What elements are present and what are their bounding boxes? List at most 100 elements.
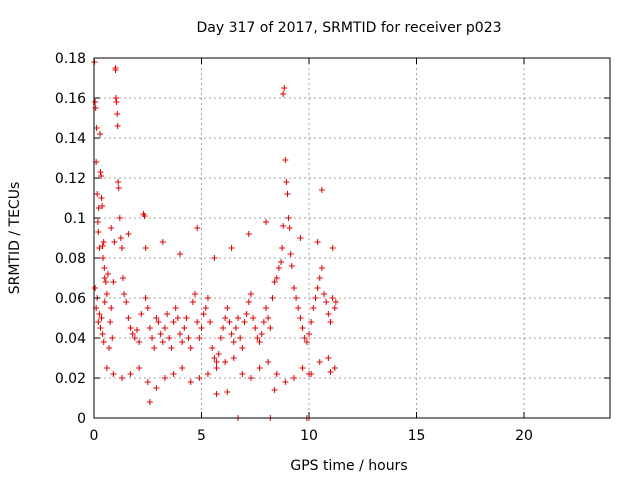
data-point <box>138 311 145 317</box>
data-point <box>265 359 272 365</box>
data-point <box>327 319 334 325</box>
data-point <box>127 325 134 331</box>
data-point <box>185 335 192 341</box>
data-point <box>222 359 229 365</box>
data-point <box>312 295 319 301</box>
data-point <box>323 299 330 305</box>
data-point <box>316 359 323 365</box>
y-tick-label: 0.1 <box>64 211 86 227</box>
y-tick-label: 0.06 <box>55 291 86 307</box>
data-point <box>252 325 259 331</box>
data-point <box>284 191 291 197</box>
data-point <box>213 391 220 397</box>
data-point <box>239 345 246 351</box>
data-point <box>293 295 300 301</box>
data-point <box>113 99 120 105</box>
data-point <box>141 213 148 219</box>
data-points <box>91 59 339 421</box>
data-point <box>299 325 306 331</box>
data-point <box>247 291 254 297</box>
data-point <box>177 251 183 257</box>
data-point <box>228 331 235 337</box>
data-point <box>106 345 113 351</box>
data-point <box>120 275 127 281</box>
y-tick-label: 0.02 <box>55 371 86 387</box>
data-point <box>110 279 117 285</box>
data-point <box>125 315 132 321</box>
data-point <box>281 85 288 91</box>
data-point <box>198 325 205 331</box>
data-point <box>127 371 134 377</box>
data-point <box>331 305 338 311</box>
y-tick-label: 0.18 <box>55 51 86 67</box>
data-point <box>168 345 175 351</box>
y-axis-label: SRMTID / TECUs <box>7 182 23 295</box>
data-point <box>97 131 104 137</box>
data-point <box>245 231 252 237</box>
data-point <box>314 239 321 245</box>
data-point <box>92 285 99 291</box>
data-point <box>263 305 269 311</box>
data-point <box>301 335 308 341</box>
data-point <box>112 95 119 101</box>
data-point <box>114 123 121 129</box>
data-point <box>142 295 149 301</box>
data-point <box>170 371 177 377</box>
data-point <box>325 311 332 317</box>
y-tick-label: 0.12 <box>55 171 86 187</box>
data-point <box>200 311 207 317</box>
data-point <box>220 325 226 331</box>
data-point <box>202 305 209 311</box>
data-point <box>256 339 263 345</box>
data-point <box>282 157 289 163</box>
data-point <box>153 385 160 391</box>
data-point <box>110 371 117 377</box>
data-point <box>217 335 224 341</box>
data-point <box>235 315 242 321</box>
data-point <box>95 205 102 211</box>
data-point <box>166 335 173 341</box>
data-point <box>278 259 285 265</box>
data-point <box>265 315 272 321</box>
data-point <box>280 223 287 229</box>
data-point <box>258 331 265 337</box>
data-point <box>211 255 218 261</box>
data-point <box>146 325 153 331</box>
data-point <box>177 331 183 337</box>
data-point <box>213 365 220 371</box>
y-tick-label: 0 <box>77 411 86 427</box>
data-point <box>215 351 222 357</box>
data-point <box>239 371 246 377</box>
x-tick-label: 20 <box>515 428 533 444</box>
data-point <box>332 299 339 305</box>
data-point <box>98 195 105 201</box>
data-point <box>97 325 104 331</box>
data-point <box>144 379 151 385</box>
data-point <box>222 315 229 321</box>
data-point <box>299 365 306 371</box>
data-point <box>314 285 321 291</box>
data-point <box>96 245 103 251</box>
data-point <box>230 339 237 345</box>
data-point <box>100 239 107 245</box>
data-point <box>116 215 123 221</box>
y-tick-label: 0.08 <box>55 251 86 267</box>
data-point <box>159 339 166 345</box>
data-point <box>125 231 132 237</box>
data-point <box>103 291 110 297</box>
data-point <box>92 99 99 105</box>
data-point <box>95 319 102 325</box>
data-point <box>275 265 282 271</box>
data-point <box>101 275 108 281</box>
data-point <box>256 365 263 371</box>
data-point <box>226 319 233 325</box>
data-point <box>271 279 278 285</box>
data-point <box>99 331 106 337</box>
data-point <box>196 375 203 381</box>
data-point <box>297 235 304 241</box>
data-point <box>111 239 118 245</box>
data-point <box>232 325 239 331</box>
data-point <box>115 185 122 191</box>
data-point <box>174 315 181 321</box>
